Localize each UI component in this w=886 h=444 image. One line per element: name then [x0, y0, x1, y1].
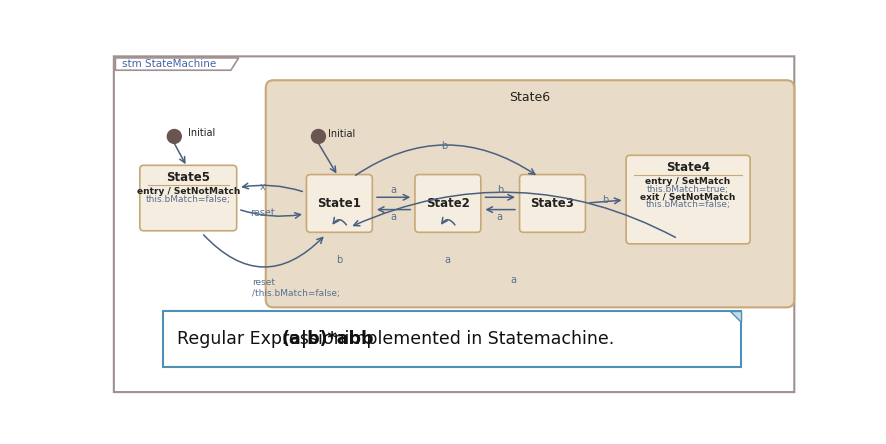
Text: b: b	[337, 255, 343, 265]
Circle shape	[167, 130, 182, 143]
FancyBboxPatch shape	[519, 174, 586, 232]
Text: b: b	[497, 185, 503, 195]
Text: Initial: Initial	[328, 129, 355, 139]
Text: Regular Expression: Regular Expression	[177, 330, 351, 348]
Polygon shape	[115, 58, 238, 70]
Text: reset
/this.bMatch=false;: reset /this.bMatch=false;	[252, 278, 339, 298]
FancyBboxPatch shape	[307, 174, 372, 232]
Text: State1: State1	[317, 197, 361, 210]
Text: b: b	[602, 194, 609, 205]
Text: a: a	[445, 255, 451, 265]
Text: b: b	[441, 141, 447, 151]
FancyBboxPatch shape	[140, 165, 237, 231]
Text: a: a	[510, 275, 517, 285]
FancyBboxPatch shape	[626, 155, 750, 244]
Text: reset: reset	[250, 208, 275, 218]
Text: State2: State2	[426, 197, 470, 210]
Text: a: a	[391, 211, 397, 222]
FancyBboxPatch shape	[163, 311, 741, 367]
FancyBboxPatch shape	[113, 56, 795, 392]
Text: a: a	[391, 185, 397, 195]
Text: State4: State4	[666, 161, 710, 174]
Polygon shape	[730, 311, 741, 322]
Text: (a|b)*abb: (a|b)*abb	[281, 330, 374, 348]
Text: this.bMatch=true;: this.bMatch=true;	[647, 185, 729, 194]
Text: exit / SetNotMatch: exit / SetNotMatch	[641, 192, 735, 202]
Text: State6: State6	[509, 91, 550, 103]
Text: stm StateMachine: stm StateMachine	[121, 59, 216, 69]
Text: entry / SetMatch: entry / SetMatch	[646, 177, 731, 186]
Text: a: a	[497, 211, 502, 222]
FancyBboxPatch shape	[415, 174, 481, 232]
Text: State5: State5	[167, 171, 210, 184]
Text: State3: State3	[531, 197, 574, 210]
Text: this.bMatch=false;: this.bMatch=false;	[146, 195, 230, 204]
Text: x: x	[260, 182, 266, 192]
Text: entry / SetNotMatch: entry / SetNotMatch	[136, 187, 240, 196]
Text: implemented in Statemachine.: implemented in Statemachine.	[339, 330, 614, 348]
Circle shape	[312, 130, 325, 143]
Text: this.bMatch=false;: this.bMatch=false;	[646, 200, 731, 209]
Text: Initial: Initial	[188, 127, 215, 138]
FancyBboxPatch shape	[266, 80, 795, 307]
